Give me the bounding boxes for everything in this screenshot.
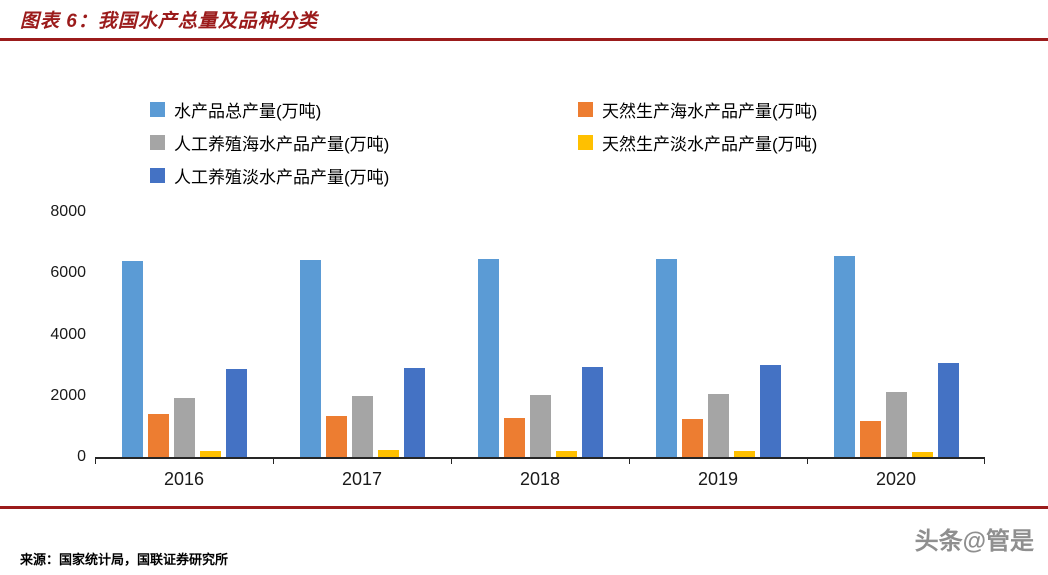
bar bbox=[147, 413, 169, 457]
y-axis-tick-label: 2000 bbox=[50, 386, 86, 404]
footer-divider bbox=[0, 506, 1048, 509]
x-axis-tick bbox=[629, 457, 630, 464]
watermark: 头条@管是 bbox=[914, 528, 1034, 555]
legend-color-swatch bbox=[578, 135, 593, 150]
bar bbox=[503, 417, 525, 457]
bar bbox=[859, 420, 881, 457]
x-axis-tick bbox=[273, 457, 274, 464]
y-axis-tick-label: 0 bbox=[77, 448, 86, 465]
legend-item: 人工养殖海水产品产量(万吨) bbox=[150, 126, 578, 159]
y-axis-tick-label: 8000 bbox=[50, 203, 86, 220]
bar-group bbox=[807, 212, 985, 457]
bar bbox=[885, 391, 907, 457]
legend-label: 天然生产淡水产品产量(万吨) bbox=[602, 135, 818, 154]
bar bbox=[833, 256, 855, 457]
source-note: 来源：国家统计局，国联证券研究所 bbox=[20, 552, 229, 567]
x-axis-tick bbox=[984, 457, 985, 464]
bar bbox=[199, 450, 221, 457]
legend-color-swatch bbox=[150, 168, 165, 183]
x-axis-tick bbox=[95, 457, 96, 464]
x-axis-category-label: 2019 bbox=[697, 469, 739, 489]
bar bbox=[477, 259, 499, 457]
x-axis-category-label: 2018 bbox=[519, 469, 561, 489]
bar bbox=[351, 395, 373, 457]
bar bbox=[911, 452, 933, 457]
x-axis-category-label: 2016 bbox=[163, 469, 205, 489]
chart-legend: 水产品总产量(万吨) 天然生产海水产品产量(万吨) 人工养殖海水产品产量(万吨) 天然… bbox=[150, 93, 817, 192]
x-axis-category-label: 2017 bbox=[341, 469, 383, 489]
legend-item: 天然生产淡水产品产量(万吨) bbox=[578, 126, 817, 159]
legend-item: 人工养殖淡水产品产量(万吨) bbox=[150, 159, 578, 192]
bar bbox=[377, 450, 399, 457]
y-axis-tick-label: 4000 bbox=[50, 325, 86, 343]
bar bbox=[681, 419, 703, 457]
title-divider bbox=[0, 38, 1048, 41]
bar-group bbox=[273, 212, 451, 457]
plot-area bbox=[95, 212, 985, 464]
bar bbox=[529, 394, 551, 457]
bar-group bbox=[451, 212, 629, 457]
bar bbox=[121, 261, 143, 457]
legend-color-swatch bbox=[150, 135, 165, 150]
bar-group bbox=[629, 212, 807, 457]
legend-color-swatch bbox=[578, 102, 593, 117]
bar bbox=[655, 258, 677, 457]
bar bbox=[581, 366, 603, 457]
y-axis-tick-label: 6000 bbox=[50, 264, 86, 282]
bar bbox=[707, 393, 729, 457]
bar bbox=[173, 398, 195, 457]
chart-title: 图表 6：我国水产总量及品种分类 bbox=[20, 11, 318, 32]
x-axis: 2016 2017 2018 2019 2020 bbox=[95, 469, 985, 490]
bar-group bbox=[95, 212, 273, 457]
legend-item: 水产品总产量(万吨) bbox=[150, 93, 578, 126]
legend-label: 水产品总产量(万吨) bbox=[174, 102, 322, 121]
bar bbox=[759, 364, 781, 457]
bar bbox=[555, 450, 577, 457]
bar bbox=[325, 416, 347, 457]
legend-label: 人工养殖淡水产品产量(万吨) bbox=[174, 168, 390, 187]
legend-label: 人工养殖海水产品产量(万吨) bbox=[174, 135, 390, 154]
legend-color-swatch bbox=[150, 102, 165, 117]
x-axis-tick bbox=[807, 457, 808, 464]
bar bbox=[403, 367, 425, 457]
legend-label: 天然生产海水产品产量(万吨) bbox=[602, 102, 818, 121]
x-axis-tick bbox=[451, 457, 452, 464]
bar bbox=[937, 362, 959, 457]
x-axis-category-label: 2020 bbox=[875, 469, 917, 489]
bar bbox=[299, 259, 321, 457]
legend-item: 天然生产海水产品产量(万吨) bbox=[578, 93, 817, 126]
bar bbox=[733, 450, 755, 457]
bar bbox=[225, 369, 247, 457]
